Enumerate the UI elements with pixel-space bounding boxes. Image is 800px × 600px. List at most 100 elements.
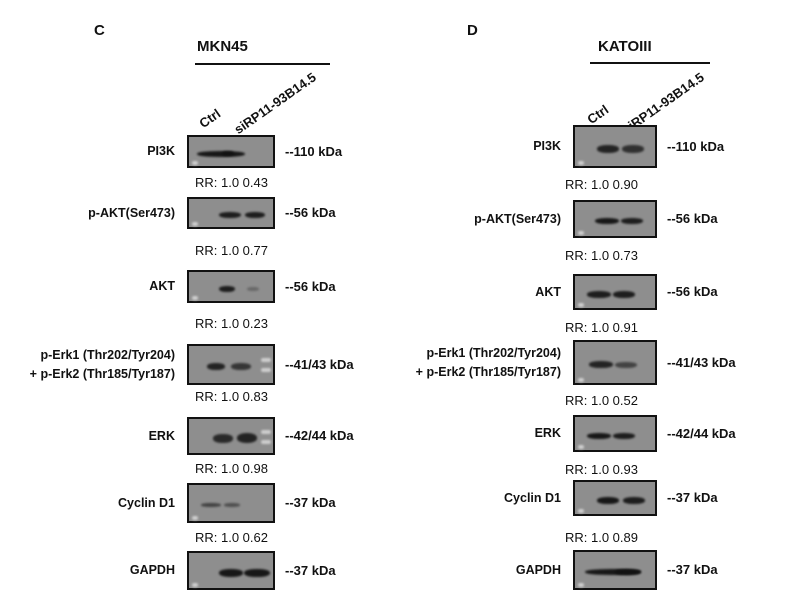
protein-band (219, 568, 243, 577)
ladder-band (578, 378, 584, 382)
protein-band (244, 568, 270, 577)
ladder-band (192, 583, 198, 587)
blot-image (573, 415, 657, 452)
protein-label: p-AKT(Ser473) (88, 204, 175, 223)
blot-image (573, 550, 657, 590)
protein-name: GAPDH (129, 563, 175, 577)
ladder-band (578, 161, 584, 165)
protein-label: GAPDH (516, 561, 561, 580)
protein-label: PI3K (533, 137, 561, 156)
cell-line-title: KATOIII (598, 38, 652, 55)
protein-name: ERK (148, 428, 175, 443)
protein-band (219, 285, 235, 292)
lane-label: siRP11-93B14.5 (231, 69, 319, 137)
cell-line-underline (195, 63, 330, 65)
molecular-weight-label: --37 kDa (285, 495, 336, 510)
molecular-weight-label: --37 kDa (285, 562, 336, 578)
ladder-band (192, 161, 198, 165)
protein-band (587, 290, 611, 298)
protein-label: ERK (149, 427, 175, 446)
blot-image (573, 125, 657, 168)
relative-ratio: RR: 1.0 0.52 (565, 393, 638, 408)
protein-band (197, 150, 245, 157)
protein-label: ERK (535, 424, 561, 443)
relative-ratio: RR: 1.0 0.62 (195, 530, 268, 545)
protein-name: Cyclin D1 (118, 495, 175, 510)
protein-band (224, 503, 240, 507)
blot-image (187, 483, 275, 523)
ladder-band (578, 583, 584, 587)
protein-band (585, 569, 641, 575)
protein-band (613, 432, 635, 439)
protein-band (622, 144, 644, 153)
cell-line-title: MKN45 (197, 38, 248, 55)
relative-ratio: RR: 1.0 0.77 (195, 243, 268, 258)
protein-band (587, 432, 611, 439)
ladder-band (261, 368, 271, 373)
protein-label: Cyclin D1 (504, 489, 561, 508)
lane-label: Ctrl (584, 101, 612, 127)
molecular-weight-label: --41/43 kDa (667, 354, 736, 370)
protein-name: p-AKT(Ser473) (88, 205, 175, 220)
relative-ratio: RR: 1.0 0.43 (195, 175, 268, 190)
blot-image (187, 344, 275, 385)
protein-label: GAPDH (130, 561, 175, 580)
protein-name-2: + p-Erk2 (Thr185/Tyr187) (29, 366, 175, 381)
protein-label: Cyclin D1 (118, 494, 175, 513)
protein-name: AKT (149, 279, 175, 293)
blot-image (573, 274, 657, 310)
protein-band (237, 433, 257, 443)
cell-line-underline (590, 62, 710, 64)
blot-image (573, 480, 657, 516)
protein-label: p-Erk1 (Thr202/Tyr204) + p-Erk2 (Thr185/T… (30, 346, 175, 384)
protein-name: p-Erk1 (Thr202/Tyr204) (40, 347, 175, 362)
protein-band (623, 496, 645, 504)
protein-band (207, 363, 225, 370)
protein-band (213, 433, 233, 443)
protein-name: GAPDH (515, 562, 561, 577)
lane-label: Ctrl (196, 105, 224, 131)
relative-ratio: RR: 1.0 0.23 (195, 316, 268, 331)
ladder-band (578, 231, 584, 235)
protein-label: p-AKT(Ser473) (474, 210, 561, 229)
panel-letter: C (94, 22, 105, 39)
molecular-weight-label: --56 kDa (285, 278, 336, 294)
ladder-band (261, 440, 271, 445)
protein-band (222, 151, 234, 156)
protein-name: ERK (534, 426, 561, 440)
blot-image (573, 340, 657, 385)
panel-letter: D (467, 22, 478, 39)
protein-name-2: + p-Erk2 (Thr185/Tyr187) (415, 364, 561, 379)
protein-band (613, 290, 635, 298)
protein-name: p-AKT(Ser473) (474, 211, 561, 226)
molecular-weight-label: --37 kDa (667, 490, 718, 505)
ladder-band (261, 430, 271, 435)
molecular-weight-label: --56 kDa (667, 284, 718, 299)
blot-image (187, 417, 275, 455)
molecular-weight-label: --42/44 kDa (285, 428, 354, 443)
blot-image (187, 551, 275, 590)
protein-name: PI3K (533, 139, 561, 153)
protein-band (597, 496, 619, 504)
protein-band (219, 212, 241, 218)
relative-ratio: RR: 1.0 0.93 (565, 462, 638, 477)
relative-ratio: RR: 1.0 0.90 (565, 177, 638, 192)
ladder-band (192, 222, 198, 226)
protein-name: AKT (535, 284, 561, 299)
ladder-band (578, 445, 584, 449)
protein-name: Cyclin D1 (504, 490, 561, 505)
ladder-band (578, 303, 584, 307)
protein-band (597, 144, 619, 153)
ladder-band (578, 509, 584, 513)
protein-label: p-Erk1 (Thr202/Tyr204) + p-Erk2 (Thr185/T… (416, 344, 561, 382)
relative-ratio: RR: 1.0 0.83 (195, 389, 268, 404)
protein-band (201, 503, 221, 507)
protein-band (621, 218, 643, 224)
blot-image (573, 200, 657, 238)
protein-name: PI3K (147, 144, 175, 158)
molecular-weight-label: --41/43 kDa (285, 356, 354, 372)
relative-ratio: RR: 1.0 0.73 (565, 248, 638, 263)
relative-ratio: RR: 1.0 0.91 (565, 320, 638, 335)
molecular-weight-label: --110 kDa (285, 143, 343, 159)
